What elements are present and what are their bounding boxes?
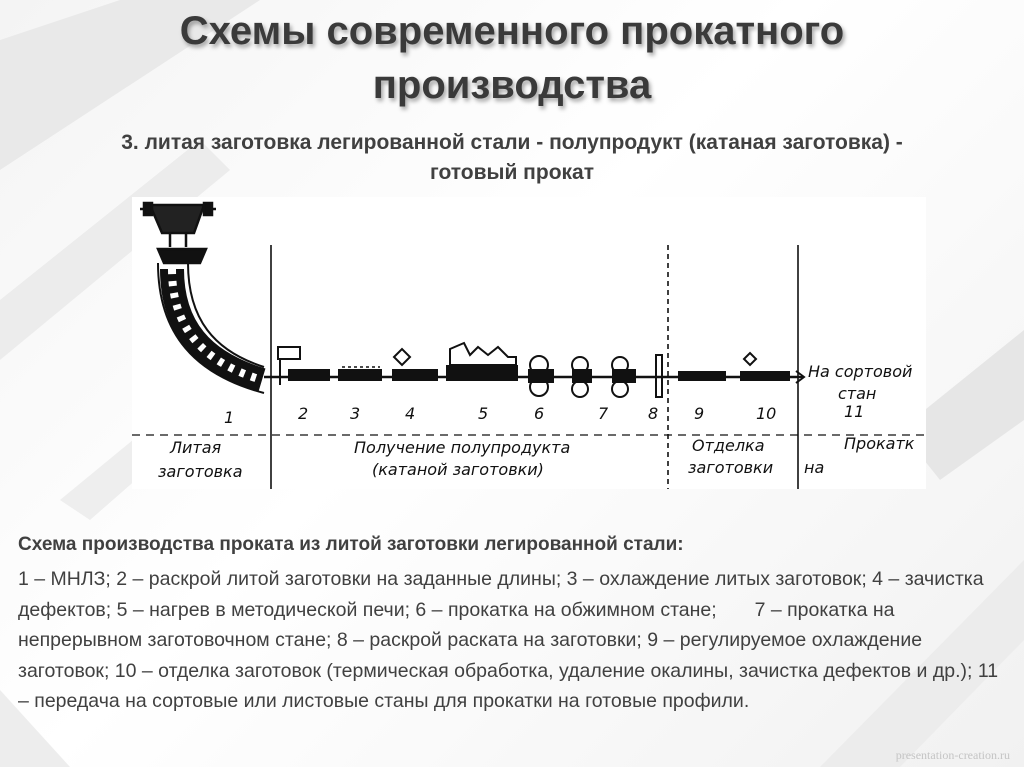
label-cast-line-2: заготовка xyxy=(158,462,243,481)
title-line-1: Схемы современного прокатного xyxy=(179,9,845,53)
station-number: 2 xyxy=(298,404,308,423)
subtitle-line-1: 3. литая заготовка легированной стали - … xyxy=(121,131,903,154)
subtitle: 3. литая заготовка легированной стали - … xyxy=(30,128,994,188)
title-line-2: производства xyxy=(372,63,652,107)
label-finish-line-2: заготовки xyxy=(688,458,773,477)
station-number: 5 xyxy=(478,404,488,423)
label-product-prefix: на xyxy=(804,458,824,477)
figure-caption: Схема производства проката из литой заго… xyxy=(18,534,684,555)
station-number: 11 xyxy=(844,402,864,421)
station-number: 1 xyxy=(224,408,234,427)
station-number: 3 xyxy=(350,404,360,423)
casting-strand-drawing xyxy=(157,262,266,394)
label-semi-line-2: (катаной заготовки) xyxy=(372,460,544,479)
section-dividers xyxy=(132,245,926,489)
label-semi-line-1: Получение полупродукта xyxy=(354,438,570,457)
subtitle-line-2: готовый прокат xyxy=(429,161,594,184)
watermark: presentation-creation.ru xyxy=(895,748,1010,762)
station-number: 8 xyxy=(648,404,658,423)
station-number: 6 xyxy=(534,404,544,423)
process-line-drawing xyxy=(264,341,806,398)
label-mill-line-1: На сортовой xyxy=(808,362,912,381)
production-scheme-figure: 1 2 3 4 5 6 7 8 9 10 11 Литая заготовка … xyxy=(132,197,926,489)
production-scheme-drawing: 1 2 3 4 5 6 7 8 9 10 11 Литая заготовка … xyxy=(132,201,926,489)
legend-description: 1 – МНЛЗ; 2 – раскрой литой заготовки на… xyxy=(18,568,1004,712)
section-labels: Литая заготовка Получение полупродукта (… xyxy=(158,362,915,481)
ladle-drawing xyxy=(140,201,216,265)
station-number: 10 xyxy=(756,404,776,423)
station-number: 7 xyxy=(598,404,609,423)
station-numbers: 1 2 3 4 5 6 7 8 9 10 11 xyxy=(224,402,864,427)
station-number: 9 xyxy=(694,404,704,423)
label-product: Прокатк xyxy=(844,434,915,453)
label-mill-line-2: стан xyxy=(838,384,876,403)
page-title: Схемы современного прокатного производст… xyxy=(0,4,1024,112)
label-cast-line-1: Литая xyxy=(169,438,222,457)
station-number: 4 xyxy=(405,404,415,423)
label-finish-line-1: Отделка xyxy=(692,436,765,455)
